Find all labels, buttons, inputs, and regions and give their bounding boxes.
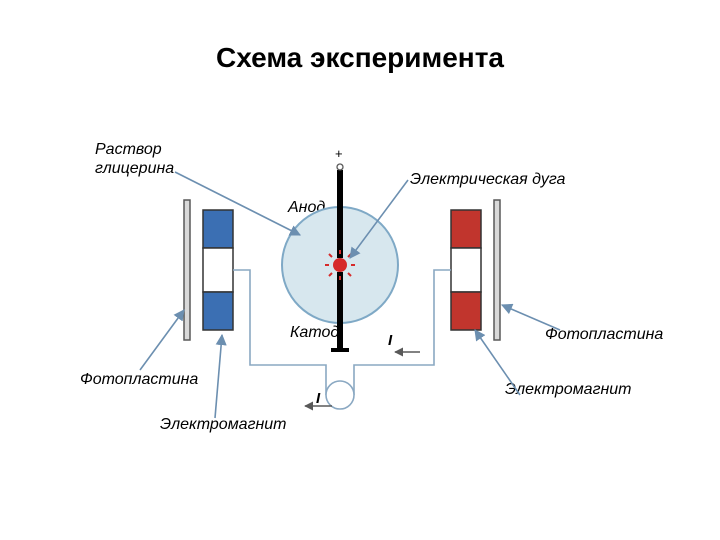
electromagnet-right [451, 210, 481, 330]
electromagnet-left [203, 210, 233, 330]
photoplate-right [494, 200, 500, 340]
experiment-diagram [0, 0, 720, 540]
anode-electrode [337, 164, 343, 258]
photoplate-left [184, 200, 190, 340]
